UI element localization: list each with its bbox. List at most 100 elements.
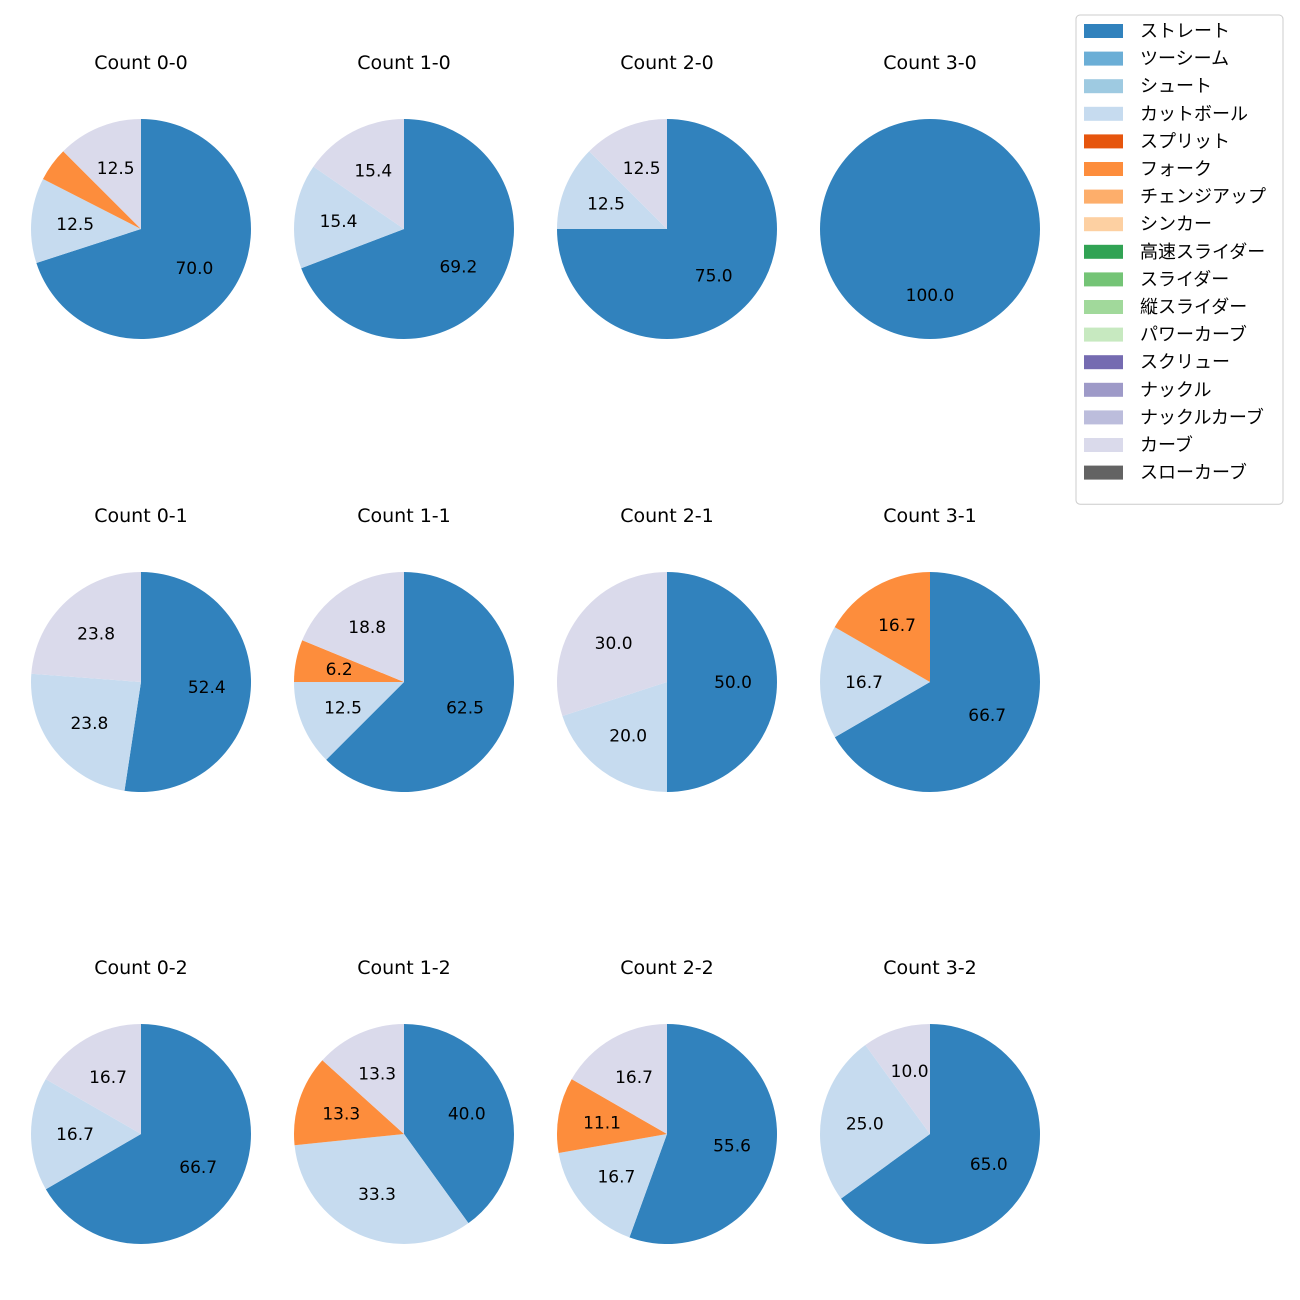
slice-value-label: 33.3 bbox=[358, 1185, 396, 1205]
legend-swatch bbox=[1084, 162, 1123, 176]
slice-value-label: 16.7 bbox=[56, 1125, 94, 1145]
legend-swatch bbox=[1084, 134, 1123, 149]
slice-value-label: 30.0 bbox=[595, 634, 633, 654]
slice-value-label: 12.5 bbox=[623, 159, 661, 179]
slice-value-label: 23.8 bbox=[77, 625, 115, 645]
legend-swatch bbox=[1084, 51, 1123, 66]
slice-value-label: 66.7 bbox=[179, 1158, 217, 1178]
legend-item: チェンジアップ bbox=[1084, 187, 1266, 208]
legend-swatch bbox=[1084, 410, 1123, 425]
pie-slice bbox=[571, 1024, 667, 1134]
legend-label: カーブ bbox=[1140, 434, 1193, 456]
legend-item: 縦スライダー bbox=[1084, 297, 1247, 318]
pie-slice bbox=[30, 673, 141, 791]
legend-label: スプリット bbox=[1140, 131, 1230, 152]
pie-slice bbox=[31, 572, 142, 682]
slice-value-label: 16.7 bbox=[89, 1068, 127, 1088]
legend-label: スクリュー bbox=[1140, 352, 1230, 373]
slice-value-label: 12.5 bbox=[56, 215, 94, 235]
pie-slice bbox=[42, 151, 141, 229]
legend-swatch bbox=[1084, 24, 1123, 38]
slice-value-label: 12.5 bbox=[324, 698, 362, 718]
pie-slice bbox=[294, 1134, 469, 1244]
legend-swatch bbox=[1084, 355, 1123, 370]
pie-title: Count 2-0 bbox=[620, 52, 714, 74]
slice-value-label: 11.1 bbox=[583, 1114, 621, 1134]
legend-item: スプリット bbox=[1084, 131, 1230, 152]
legend-swatch bbox=[1084, 382, 1123, 397]
pie-slice bbox=[834, 572, 1040, 793]
legend-label: 高速スライダー bbox=[1140, 242, 1265, 263]
pie-slice bbox=[293, 166, 404, 269]
pie-slice bbox=[820, 119, 1040, 339]
pie-chart: Count 2-2 55.6 16.7 11.1 16.7 bbox=[556, 957, 778, 1245]
pie-chart: Count 0-0 70.0 12.5 12.5 bbox=[30, 52, 251, 339]
legend-item: ストレート bbox=[1084, 21, 1230, 42]
pie-chart: Count 0-2 66.7 16.7 16.7 bbox=[30, 957, 251, 1244]
slice-value-label: 15.4 bbox=[320, 212, 358, 232]
pie-chart: Count 3-2 65.0 25.0 10.0 bbox=[819, 957, 1040, 1244]
pie-chart: Count 3-0 100.0 bbox=[820, 52, 1040, 339]
legend-item: スライダー bbox=[1084, 269, 1229, 290]
legend-frame bbox=[1075, 14, 1284, 505]
legend-label: パワーカーブ bbox=[1140, 324, 1247, 346]
legend-label: チェンジアップ bbox=[1140, 187, 1266, 208]
pie-chart: Count 1-1 62.5 12.5 6.2 18.8 bbox=[294, 505, 515, 792]
pie-slice bbox=[841, 1024, 1040, 1244]
slice-value-label: 75.0 bbox=[695, 267, 733, 287]
slice-value-label: 65.0 bbox=[970, 1155, 1008, 1175]
legend-swatch bbox=[1084, 106, 1123, 121]
pie-chart: Count 1-0 69.2 15.4 15.4 bbox=[293, 52, 514, 339]
slice-value-label: 18.8 bbox=[348, 618, 386, 638]
legend-label: スライダー bbox=[1140, 269, 1229, 290]
legend-label: シンカー bbox=[1140, 214, 1212, 235]
legend-item: カーブ bbox=[1084, 434, 1193, 456]
slice-value-label: 13.3 bbox=[322, 1105, 360, 1125]
pie-title: Count 1-0 bbox=[357, 52, 451, 74]
legend-swatch bbox=[1084, 465, 1123, 480]
legend-item: スクリュー bbox=[1084, 352, 1230, 373]
legend-item: ナックルカーブ bbox=[1084, 406, 1264, 428]
slice-value-label: 16.7 bbox=[845, 673, 883, 693]
pie-slice bbox=[404, 1024, 514, 1224]
slice-value-label: 25.0 bbox=[846, 1115, 884, 1135]
pie-title: Count 2-1 bbox=[620, 505, 714, 527]
slice-value-label: 69.2 bbox=[439, 257, 477, 277]
pie-slice bbox=[322, 1023, 404, 1134]
pie-slice bbox=[819, 1045, 930, 1199]
legend-item: シュート bbox=[1084, 76, 1212, 97]
pie-slice bbox=[667, 572, 777, 792]
pie-slice bbox=[301, 119, 514, 339]
legend-item: ナックル bbox=[1084, 380, 1211, 401]
pie-chart: Count 3-1 66.7 16.7 16.7 bbox=[819, 505, 1040, 793]
pie-title: Count 3-0 bbox=[883, 52, 977, 74]
slice-value-label: 50.0 bbox=[714, 673, 752, 693]
legend-item: フォーク bbox=[1084, 159, 1212, 180]
legend-label: ナックル bbox=[1140, 380, 1211, 401]
slice-value-label: 70.0 bbox=[175, 259, 213, 279]
slice-value-label: 6.2 bbox=[326, 660, 353, 680]
pie-slice bbox=[834, 572, 930, 682]
slice-value-label: 23.8 bbox=[70, 714, 108, 734]
slice-value-label: 15.4 bbox=[354, 162, 392, 182]
pie-title: Count 0-0 bbox=[94, 52, 188, 74]
legend-item: ツーシーム bbox=[1084, 49, 1229, 70]
pie-title: Count 3-2 bbox=[883, 957, 977, 979]
pie-slice bbox=[557, 151, 667, 229]
slice-value-label: 66.7 bbox=[968, 706, 1006, 726]
legend-label: カットボール bbox=[1140, 104, 1248, 125]
legend-label: 縦スライダー bbox=[1140, 297, 1247, 318]
legend-swatch bbox=[1084, 327, 1123, 342]
legend-item: カットボール bbox=[1084, 104, 1248, 125]
slice-value-label: 16.7 bbox=[597, 1167, 635, 1187]
pie-slice bbox=[293, 1060, 404, 1146]
pie-chart: Count 1-2 40.0 33.3 13.3 13.3 bbox=[293, 957, 514, 1244]
legend-item: 高速スライダー bbox=[1084, 242, 1265, 263]
pie-slice bbox=[294, 640, 404, 682]
legend: ストレートツーシームシュートカットボールスプリットフォークチェンジアップシンカー… bbox=[1075, 14, 1284, 505]
pie-title: Count 3-1 bbox=[883, 505, 977, 527]
pie-chart: Count 2-1 50.0 20.0 30.0 bbox=[556, 505, 777, 792]
pie-slice bbox=[629, 1024, 778, 1245]
pie-slice bbox=[302, 572, 404, 682]
